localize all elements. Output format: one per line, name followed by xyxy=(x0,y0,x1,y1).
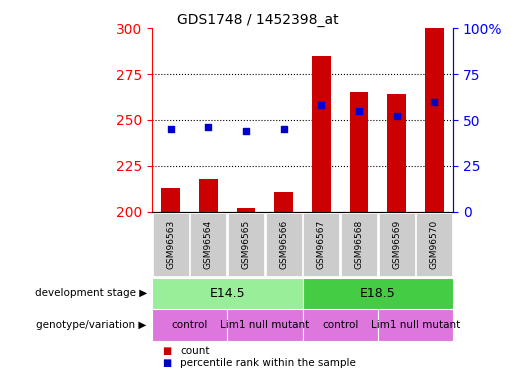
Bar xyxy=(387,94,406,212)
Bar xyxy=(153,213,188,276)
Bar xyxy=(237,208,255,212)
Text: control: control xyxy=(322,320,358,330)
Bar xyxy=(303,309,378,341)
Text: GSM96567: GSM96567 xyxy=(317,220,326,269)
Text: GSM96570: GSM96570 xyxy=(430,220,439,269)
Point xyxy=(355,108,363,114)
Bar xyxy=(227,309,303,341)
Bar xyxy=(341,213,377,276)
Bar xyxy=(199,179,218,212)
Text: count: count xyxy=(180,346,210,356)
Bar xyxy=(417,213,452,276)
Point xyxy=(317,102,325,108)
Text: control: control xyxy=(171,320,208,330)
Text: GSM96564: GSM96564 xyxy=(204,220,213,269)
Bar xyxy=(350,93,368,212)
Bar xyxy=(228,213,264,276)
Text: ■: ■ xyxy=(162,358,171,368)
Text: development stage ▶: development stage ▶ xyxy=(35,288,147,298)
Bar xyxy=(152,309,227,341)
Bar xyxy=(378,309,453,341)
Point xyxy=(204,124,213,130)
Bar xyxy=(303,278,453,309)
Text: GSM96568: GSM96568 xyxy=(354,220,364,269)
Bar xyxy=(274,192,293,212)
Point xyxy=(167,126,175,132)
Text: GDS1748 / 1452398_at: GDS1748 / 1452398_at xyxy=(177,13,338,27)
Text: GSM96569: GSM96569 xyxy=(392,220,401,269)
Bar xyxy=(303,213,339,276)
Text: Lim1 null mutant: Lim1 null mutant xyxy=(371,320,460,330)
Text: Lim1 null mutant: Lim1 null mutant xyxy=(220,320,310,330)
Text: GSM96565: GSM96565 xyxy=(242,220,251,269)
Text: ■: ■ xyxy=(162,346,171,356)
Text: GSM96566: GSM96566 xyxy=(279,220,288,269)
Bar xyxy=(266,213,302,276)
Text: E18.5: E18.5 xyxy=(360,287,396,300)
Bar xyxy=(152,278,303,309)
Point xyxy=(392,113,401,119)
Bar xyxy=(312,56,331,212)
Text: GSM96563: GSM96563 xyxy=(166,220,175,269)
Bar xyxy=(191,213,226,276)
Bar xyxy=(379,213,415,276)
Bar xyxy=(425,28,444,212)
Text: percentile rank within the sample: percentile rank within the sample xyxy=(180,358,356,368)
Point xyxy=(242,128,250,134)
Point xyxy=(280,126,288,132)
Point xyxy=(430,99,438,105)
Text: genotype/variation ▶: genotype/variation ▶ xyxy=(37,320,147,330)
Bar xyxy=(161,188,180,212)
Text: E14.5: E14.5 xyxy=(210,287,245,300)
